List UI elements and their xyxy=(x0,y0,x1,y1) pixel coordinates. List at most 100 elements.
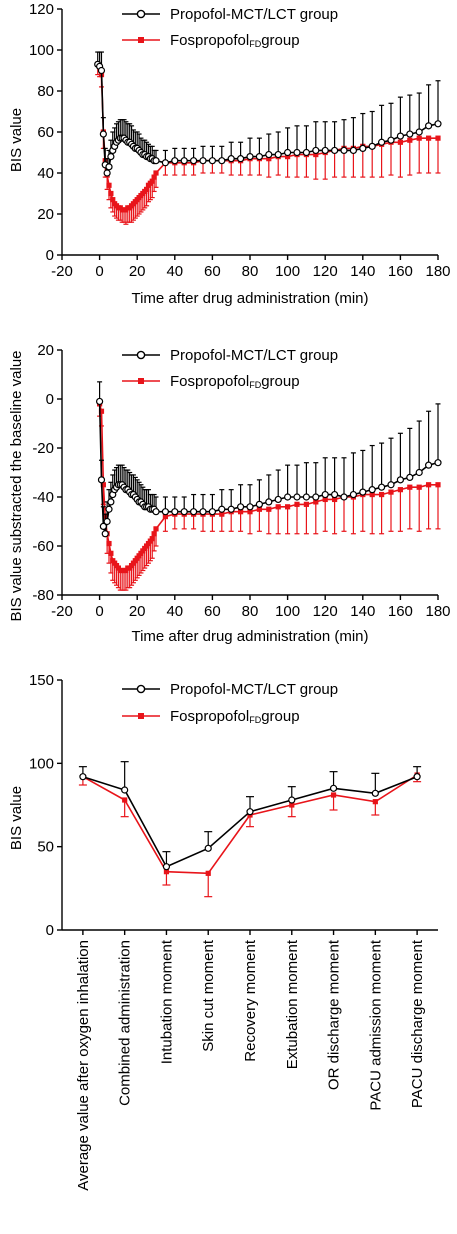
x-tick-label: PACU discharge moment xyxy=(409,939,426,1108)
fospropofol-point xyxy=(144,186,150,192)
series-layer xyxy=(95,381,442,591)
propofol-point xyxy=(204,844,212,852)
fospropofol-point xyxy=(294,501,300,507)
fospropofol-point xyxy=(435,135,441,141)
propofol-point xyxy=(190,157,198,165)
propofol-point xyxy=(237,155,245,163)
x-tick-label: 140 xyxy=(350,603,375,620)
y-tick-label: 20 xyxy=(37,206,54,223)
propofol-point xyxy=(208,157,216,165)
propofol-point xyxy=(107,498,115,506)
x-axis-label: Time after drug administration (min) xyxy=(131,628,368,645)
propofol-point xyxy=(293,148,301,157)
x-tick-label: 80 xyxy=(242,263,259,280)
propofol-point xyxy=(162,863,171,871)
bis-change-chart: -80 -60 -40 -20 0 20 -20 0 20 40 60 80 100 120 140 160 1… xyxy=(8,342,451,645)
legend-fospropofol-label: FospropofolFDgroup xyxy=(170,373,300,390)
propofol-point xyxy=(121,786,129,794)
fospropofol-point xyxy=(163,869,170,875)
propofol-point xyxy=(97,66,106,75)
propofol-point xyxy=(371,789,379,797)
fospropofol-point xyxy=(407,484,413,490)
x-tick-label: 0 xyxy=(95,263,103,280)
fospropofol-point xyxy=(372,799,378,805)
fospropofol-point xyxy=(98,408,105,414)
y-tick-label: 0 xyxy=(46,922,54,939)
propofol-point xyxy=(161,159,169,167)
legend-propofol-marker xyxy=(136,9,146,19)
propofol-point xyxy=(265,150,273,159)
propofol-point xyxy=(406,473,414,481)
legend-propofol-marker xyxy=(136,350,146,360)
propofol-point xyxy=(274,495,282,504)
x-tick-label: Average value after oxygen inhalation xyxy=(75,940,92,1191)
y-tick-label: 120 xyxy=(29,1,54,18)
propofol-point xyxy=(302,493,310,501)
propofol-point xyxy=(349,490,357,499)
fospropofol-point xyxy=(397,139,403,145)
x-tick-label: 60 xyxy=(204,603,221,620)
propofol-point xyxy=(321,146,329,155)
propofol-point xyxy=(340,146,348,155)
fospropofol-point xyxy=(266,156,272,162)
propofol-point xyxy=(331,490,339,499)
x-tick-label: 120 xyxy=(313,263,338,280)
propofol-point xyxy=(218,157,226,165)
y-tick-label: 0 xyxy=(46,391,54,408)
propofol-point xyxy=(152,157,160,165)
propofol-point xyxy=(387,481,395,489)
y-tick-label: -60 xyxy=(32,538,54,555)
legend-propofol-label: Propofol-MCT/LCT group xyxy=(170,347,338,364)
propofol-point xyxy=(103,169,111,177)
propofol-point xyxy=(340,493,348,501)
fospropofol-point xyxy=(416,484,422,490)
x-tick-label: 60 xyxy=(204,263,221,280)
propofol-point xyxy=(425,122,433,130)
fospropofol-point xyxy=(151,531,157,537)
x-tick-label: 140 xyxy=(350,263,375,280)
fospropofol-point xyxy=(108,550,114,556)
fospropofol-point xyxy=(153,170,159,176)
y-tick-label: 50 xyxy=(37,839,54,856)
x-tick-label: 20 xyxy=(129,263,146,280)
fospropofol-point xyxy=(122,797,128,803)
propofol-point xyxy=(396,132,404,140)
y-tick-label: 100 xyxy=(29,42,54,59)
fospropofol-point xyxy=(303,501,309,507)
fospropofol-point xyxy=(205,870,211,876)
propofol-point xyxy=(284,148,292,157)
fospropofol-point xyxy=(313,151,319,158)
fospropofol-point xyxy=(106,182,112,188)
fospropofol-point xyxy=(108,190,114,197)
propofol-point xyxy=(97,476,106,484)
fospropofol-point xyxy=(151,174,157,180)
legend-propofol-label: Propofol-MCT/LCT group xyxy=(170,681,338,698)
propofol-point xyxy=(425,461,433,469)
propofol-point xyxy=(246,503,254,511)
propofol-point xyxy=(95,397,104,406)
propofol-point xyxy=(331,146,339,155)
x-tick-label: 40 xyxy=(166,263,183,280)
fospropofol-point xyxy=(247,509,253,515)
y-tick-label: 20 xyxy=(37,342,54,359)
fospropofol-point xyxy=(330,792,337,798)
fospropofol-point xyxy=(313,499,319,505)
legend-fospropofol-marker xyxy=(138,37,144,43)
y-tick-label: 100 xyxy=(29,755,54,772)
x-tick-label: 0 xyxy=(95,603,103,620)
propofol-point xyxy=(180,508,188,516)
propofol-point xyxy=(199,157,207,165)
fospropofol-point xyxy=(285,504,291,510)
propofol-point xyxy=(246,808,254,816)
y-tick-label: 0 xyxy=(46,247,54,264)
propofol-point xyxy=(284,493,292,501)
propofol-point xyxy=(255,153,263,161)
fospropofol-point xyxy=(416,135,422,141)
bis-timepoint-chart: 0 50 100 150 Average value after oxygen inha… xyxy=(8,672,438,1191)
propofol-point xyxy=(368,142,376,150)
fospropofol-point xyxy=(322,496,328,503)
x-tick-label: 100 xyxy=(275,603,300,620)
legend-propofol-label: Propofol-MCT/LCT group xyxy=(170,6,338,23)
